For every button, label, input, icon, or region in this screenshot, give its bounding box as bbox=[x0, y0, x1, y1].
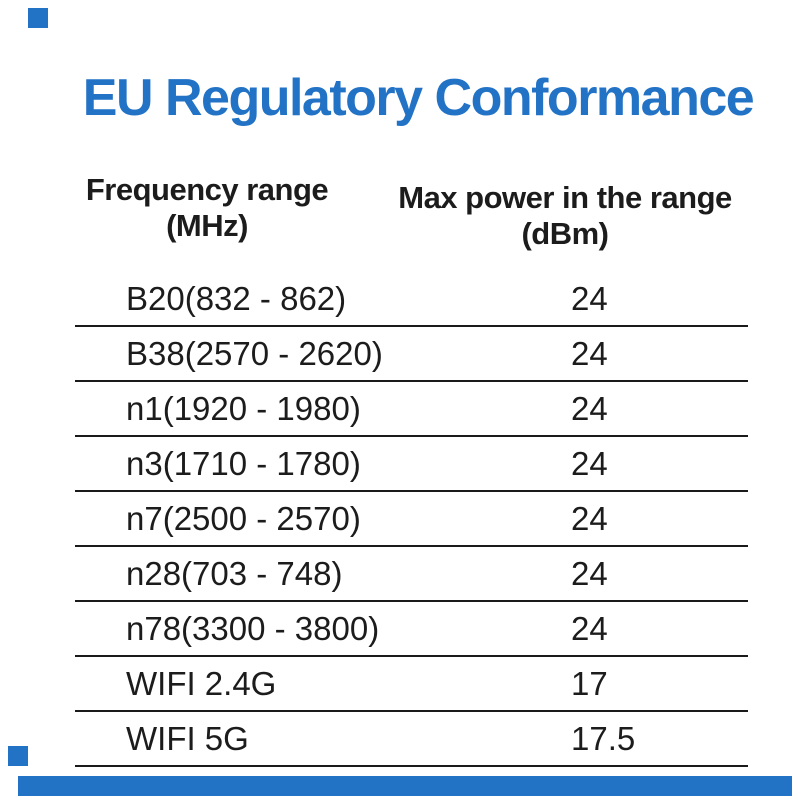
max-power-cell: 17 bbox=[571, 664, 608, 702]
max-power-cell: 24 bbox=[571, 334, 608, 372]
page-title: EU Regulatory Conformance bbox=[82, 69, 755, 127]
blue-square-decoration-top-left bbox=[28, 8, 48, 28]
table-row: B38(2570 - 2620) 24 bbox=[75, 327, 748, 382]
frequency-range-cell: n1(1920 - 1980) bbox=[126, 389, 361, 427]
max-power-cell: 24 bbox=[571, 609, 608, 647]
blue-bar-decoration-bottom bbox=[18, 776, 792, 796]
blue-square-decoration-bottom-left bbox=[8, 746, 28, 766]
frequency-range-cell: B38(2570 - 2620) bbox=[126, 334, 383, 372]
max-power-cell: 24 bbox=[571, 554, 608, 592]
column-header-max-power-line2: (dBm) bbox=[521, 216, 609, 251]
max-power-cell: 24 bbox=[571, 279, 608, 317]
frequency-range-cell: n7(2500 - 2570) bbox=[126, 499, 361, 537]
max-power-cell: 24 bbox=[571, 444, 608, 482]
frequency-range-cell: WIFI 5G bbox=[126, 719, 249, 757]
table-row: n78(3300 - 3800) 24 bbox=[75, 602, 748, 657]
max-power-cell: 24 bbox=[571, 389, 608, 427]
max-power-cell: 17.5 bbox=[571, 719, 636, 757]
column-header-frequency-line1: Frequency range bbox=[85, 172, 329, 207]
table-row: n1(1920 - 1980) 24 bbox=[75, 382, 748, 437]
max-power-cell: 24 bbox=[571, 499, 608, 537]
frequency-range-cell: B20(832 - 862) bbox=[126, 279, 347, 317]
frequency-range-cell: n28(703 - 748) bbox=[126, 554, 343, 592]
table-row: WIFI 5G 17.5 bbox=[75, 712, 748, 767]
column-header-frequency-range: Frequency range (MHz) bbox=[85, 172, 329, 244]
table-row: n28(703 - 748) 24 bbox=[75, 547, 748, 602]
table-row: n3(1710 - 1780) 24 bbox=[75, 437, 748, 492]
frequency-power-table: B20(832 - 862) 24 B38(2570 - 2620) 24 n1… bbox=[75, 272, 748, 767]
frequency-range-cell: WIFI 2.4G bbox=[126, 664, 277, 702]
table-row: WIFI 2.4G 17 bbox=[75, 657, 748, 712]
column-header-frequency-line2: (MHz) bbox=[166, 208, 248, 243]
column-header-max-power-line1: Max power in the range bbox=[398, 180, 732, 215]
frequency-range-cell: n3(1710 - 1780) bbox=[126, 444, 361, 482]
column-header-max-power: Max power in the range (dBm) bbox=[398, 180, 732, 252]
table-row: n7(2500 - 2570) 24 bbox=[75, 492, 748, 547]
table-row: B20(832 - 862) 24 bbox=[75, 272, 748, 327]
frequency-range-cell: n78(3300 - 3800) bbox=[126, 609, 380, 647]
